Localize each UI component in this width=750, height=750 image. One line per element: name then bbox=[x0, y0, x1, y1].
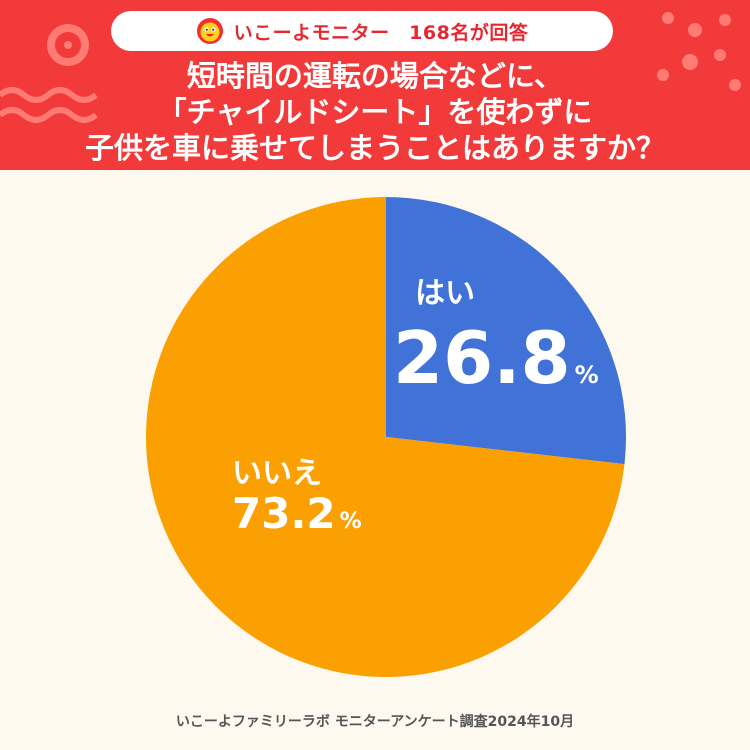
deco-ring-icon bbox=[47, 24, 89, 66]
survey-source: いこーよファミリーラボ モニターアンケート調査2024年10月 bbox=[175, 714, 575, 730]
slice-value-yes-group: 26.8% bbox=[393, 316, 599, 400]
deco-dot-icon bbox=[688, 23, 702, 37]
header-decoration bbox=[0, 12, 741, 123]
pie-slice-no bbox=[146, 197, 625, 677]
slice-value-yes: 26.8 bbox=[393, 316, 571, 400]
deco-wave-icon bbox=[0, 87, 98, 103]
slice-value-no: 73.2 bbox=[232, 489, 336, 538]
badge-text: いこーよモニター 168名が回答 bbox=[233, 21, 529, 44]
deco-dot-icon bbox=[64, 41, 72, 49]
deco-dot-icon bbox=[682, 54, 698, 70]
slice-unit-yes: % bbox=[575, 361, 599, 389]
slice-label-no: いいえ bbox=[232, 456, 322, 491]
question-line: 「チャイルドシート」を使わずに bbox=[157, 95, 593, 129]
question-line: 短時間の運転の場合などに、 bbox=[186, 59, 564, 93]
mascot-face-icon bbox=[196, 18, 223, 44]
pie-slice-yes bbox=[386, 197, 627, 465]
deco-dot-icon bbox=[714, 49, 726, 61]
question-line: 子供を車に乗せてしまうことはありますか？ bbox=[84, 131, 665, 165]
respondent-badge: いこーよモニター 168名が回答 bbox=[111, 11, 613, 51]
slice-value-no-group: 73.2% bbox=[232, 489, 362, 538]
header-banner: いこーよモニター 168名が回答 短時間の運転の場合などに、 「チャイルドシート… bbox=[0, 0, 750, 170]
slice-label-yes: はい bbox=[415, 276, 475, 311]
question-title: 短時間の運転の場合などに、 「チャイルドシート」を使わずに 子供を車に乗せてしま… bbox=[0, 58, 750, 166]
deco-dot-icon bbox=[657, 69, 669, 81]
deco-dot-icon bbox=[729, 79, 741, 91]
deco-dot-icon bbox=[719, 14, 731, 26]
deco-wave-icon bbox=[0, 107, 98, 123]
deco-dot-icon bbox=[662, 12, 674, 24]
slice-unit-no: % bbox=[340, 509, 362, 534]
